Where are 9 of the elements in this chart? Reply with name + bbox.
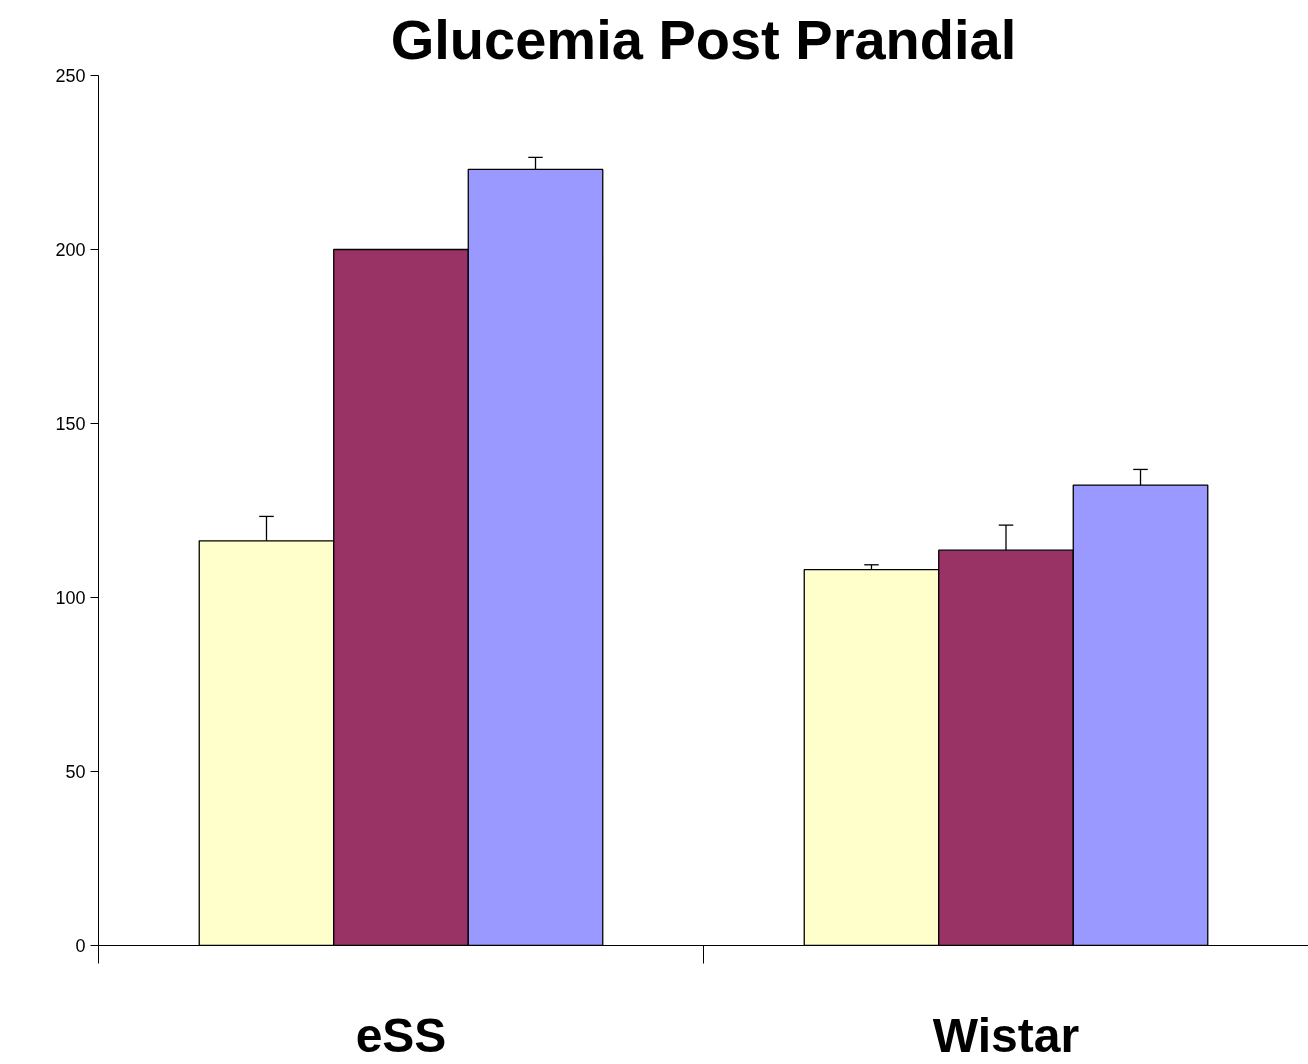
y-tick-label: 200 [55, 240, 86, 260]
y-tick-label: 50 [65, 762, 86, 782]
y-tick-label: 100 [55, 588, 86, 608]
x-tick-label: Wistar [932, 1008, 1080, 1062]
chart-title: Glucemia Post Prandial [390, 7, 1017, 71]
x-tick-label: eSS [355, 1008, 447, 1062]
y-tick-label: 0 [75, 936, 86, 956]
y-tick-label: 150 [55, 414, 86, 434]
y-tick-label: 250 [55, 66, 86, 86]
